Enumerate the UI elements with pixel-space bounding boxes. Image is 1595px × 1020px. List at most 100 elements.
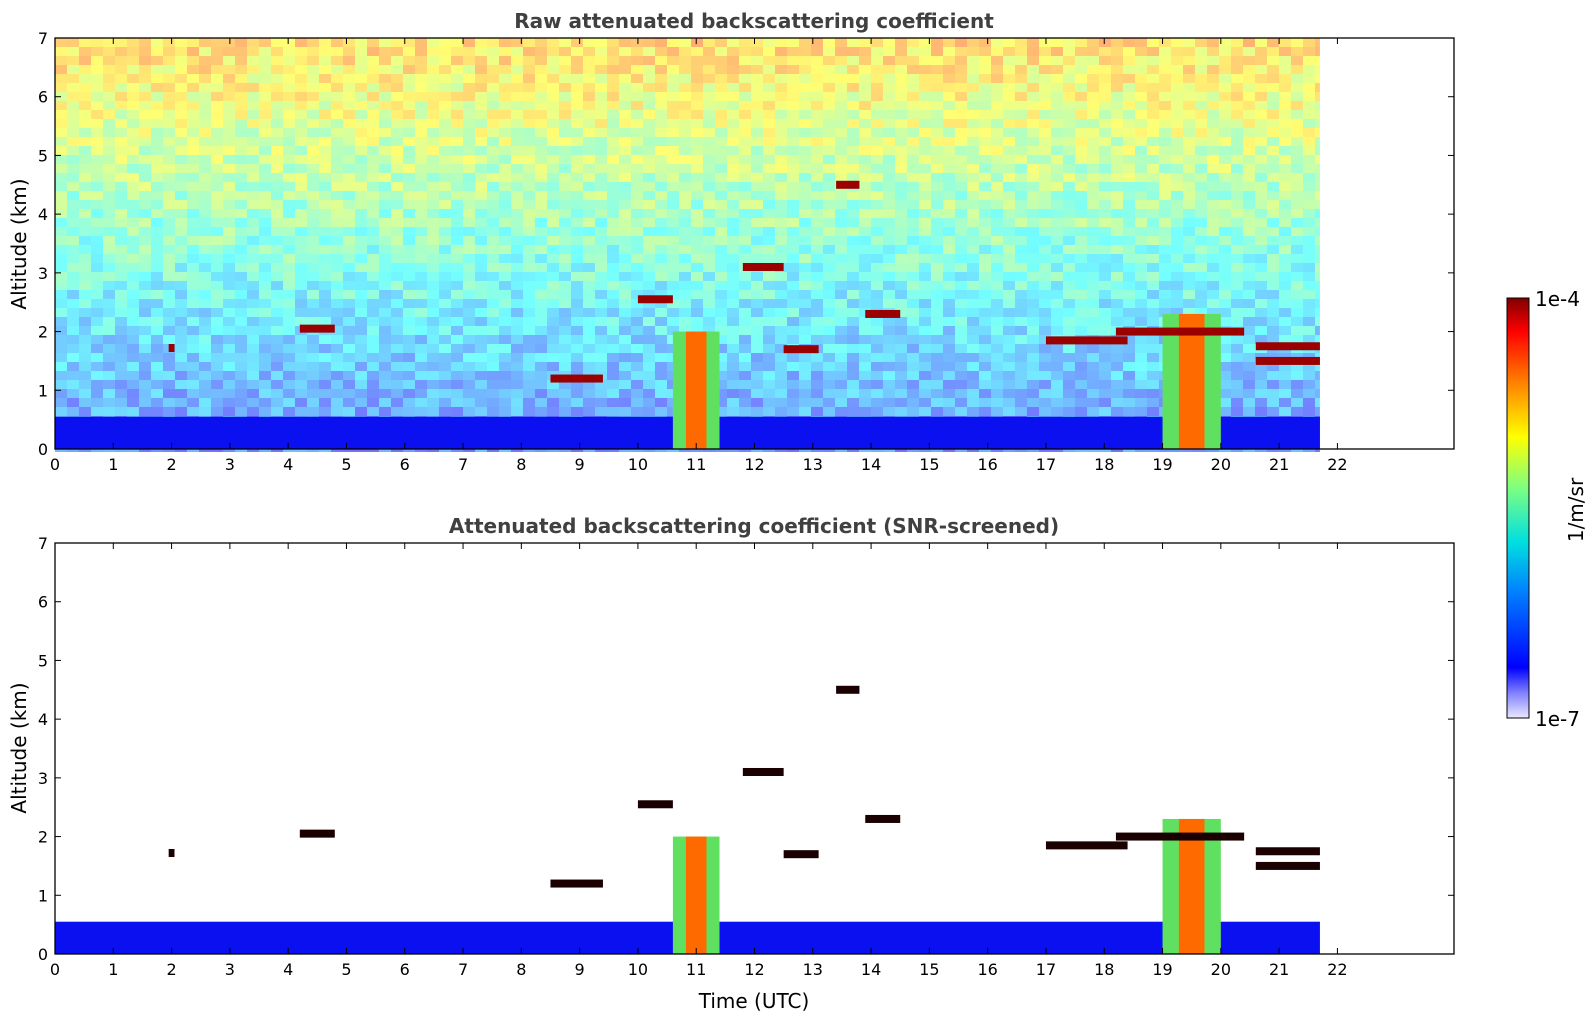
heatmap-cell <box>1207 209 1219 218</box>
heatmap-cell <box>463 272 475 281</box>
heatmap-cell <box>223 101 235 110</box>
heatmap-cell <box>979 182 991 191</box>
heatmap-cell <box>223 380 235 389</box>
heatmap-cell <box>175 110 187 119</box>
heatmap-cell <box>1255 173 1267 182</box>
heatmap-cell <box>547 380 559 389</box>
heatmap-cell <box>583 191 595 200</box>
heatmap-cell <box>55 236 67 245</box>
heatmap-cell <box>1291 83 1303 92</box>
heatmap-cell <box>463 200 475 209</box>
heatmap-cell <box>1039 254 1051 263</box>
heatmap-cell <box>295 110 307 119</box>
heatmap-cell <box>535 281 547 290</box>
heatmap-cell <box>751 56 763 65</box>
heatmap-cell <box>1039 299 1051 308</box>
heatmap-cell <box>1195 119 1207 128</box>
heatmap-cell <box>979 128 991 137</box>
heatmap-cell <box>1099 56 1111 65</box>
heatmap-cell <box>547 317 559 326</box>
heatmap-cell <box>967 128 979 137</box>
heatmap-cell <box>727 389 739 398</box>
heatmap-cell <box>523 128 535 137</box>
heatmap-cell <box>463 137 475 146</box>
heatmap-cell <box>439 83 451 92</box>
heatmap-cell <box>511 74 523 83</box>
heatmap-cell <box>907 191 919 200</box>
heatmap-cell <box>643 110 655 119</box>
heatmap-cell <box>667 47 679 56</box>
heatmap-cell <box>667 227 679 236</box>
heatmap-cell <box>583 299 595 308</box>
heatmap-cell <box>1039 290 1051 299</box>
heatmap-cell <box>415 407 427 416</box>
heatmap-cell <box>787 155 799 164</box>
heatmap-cell <box>415 362 427 371</box>
heatmap-cell <box>1219 281 1231 290</box>
heatmap-cell <box>655 281 667 290</box>
heatmap-cell <box>859 101 871 110</box>
heatmap-cell <box>955 335 967 344</box>
heatmap-cell <box>487 272 499 281</box>
heatmap-cell <box>463 290 475 299</box>
heatmap-cell <box>199 155 211 164</box>
heatmap-cell <box>115 155 127 164</box>
heatmap-cell <box>115 218 127 227</box>
heatmap-cell <box>1147 218 1159 227</box>
heatmap-cell <box>1027 209 1039 218</box>
heatmap-cell <box>835 65 847 74</box>
heatmap-cell <box>391 65 403 74</box>
heatmap-cell <box>283 317 295 326</box>
heatmap-cell <box>1063 209 1075 218</box>
heatmap-cell <box>1075 272 1087 281</box>
heatmap-cell <box>1219 263 1231 272</box>
heatmap-cell <box>1231 272 1243 281</box>
heatmap-cell <box>907 128 919 137</box>
heatmap-cell <box>199 254 211 263</box>
heatmap-cell <box>163 290 175 299</box>
heatmap-cell <box>595 380 607 389</box>
heatmap-cell <box>1051 218 1063 227</box>
heatmap-cell <box>847 65 859 74</box>
heatmap-cell <box>319 263 331 272</box>
heatmap-cell <box>475 272 487 281</box>
heatmap-cell <box>271 173 283 182</box>
heatmap-cell <box>595 245 607 254</box>
heatmap-cell <box>487 227 499 236</box>
heatmap-cell <box>571 218 583 227</box>
heatmap-cell <box>619 263 631 272</box>
heatmap-cell <box>1171 308 1183 317</box>
heatmap-cell <box>67 236 79 245</box>
heatmap-cell <box>595 92 607 101</box>
heatmap-cell <box>79 380 91 389</box>
heatmap-cell <box>199 308 211 317</box>
heatmap-cell <box>799 380 811 389</box>
heatmap-cell <box>115 245 127 254</box>
heatmap-cell <box>487 218 499 227</box>
heatmap-cell <box>883 146 895 155</box>
heatmap-cell <box>211 209 223 218</box>
heatmap-cell <box>655 380 667 389</box>
heatmap-cell <box>895 227 907 236</box>
heatmap-cell <box>79 164 91 173</box>
heatmap-cell <box>835 362 847 371</box>
heatmap-cell <box>175 155 187 164</box>
heatmap-cell <box>1315 128 1320 137</box>
heatmap-cell <box>547 56 559 65</box>
heatmap-cell <box>823 47 835 56</box>
heatmap-cell <box>379 290 391 299</box>
heatmap-cell <box>727 200 739 209</box>
heatmap-cell <box>1171 218 1183 227</box>
heatmap-cell <box>991 128 1003 137</box>
heatmap-cell <box>979 146 991 155</box>
heatmap-cell <box>379 380 391 389</box>
heatmap-cell <box>643 155 655 164</box>
heatmap-cell <box>199 218 211 227</box>
heatmap-cell <box>367 182 379 191</box>
heatmap-cell <box>259 254 271 263</box>
heatmap-cell <box>1303 137 1315 146</box>
heatmap-cell <box>967 272 979 281</box>
heatmap-cell <box>427 47 439 56</box>
heatmap-cell <box>583 110 595 119</box>
heatmap-cell <box>343 155 355 164</box>
